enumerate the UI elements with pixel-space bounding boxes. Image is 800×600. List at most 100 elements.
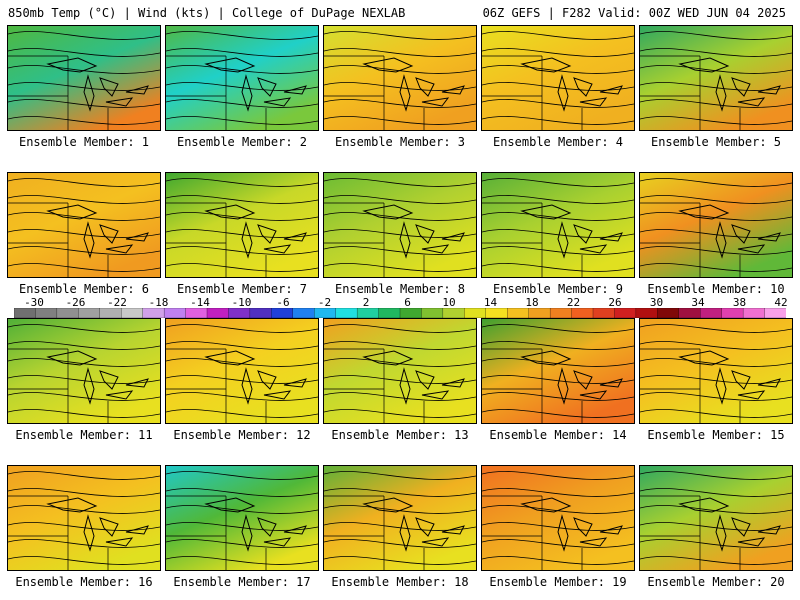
state-borders xyxy=(324,348,425,423)
wind-contour xyxy=(324,341,476,350)
wind-contour xyxy=(640,178,792,187)
wind-contour xyxy=(640,471,792,480)
colorbar-tick-label: -22 xyxy=(107,296,127,309)
state-borders xyxy=(8,55,109,130)
ensemble-member-label: Ensemble Member: 5 xyxy=(650,135,782,149)
colorbar-bin xyxy=(314,308,337,318)
state-borders xyxy=(482,202,583,277)
wind-contour xyxy=(324,409,476,418)
wind-contour xyxy=(482,178,634,187)
colorbar-bin xyxy=(742,308,766,318)
wind-contour xyxy=(640,539,792,548)
colorbar-bin xyxy=(185,308,208,318)
ensemble-member-map xyxy=(7,172,161,278)
wind-contour xyxy=(166,358,318,367)
state-borders xyxy=(482,55,583,130)
wind-contour xyxy=(324,65,476,74)
wind-contour xyxy=(8,471,160,480)
temperature-field xyxy=(482,26,634,130)
wind-contour xyxy=(8,556,160,565)
ensemble-member-label: Ensemble Member: 17 xyxy=(173,575,311,589)
wind-contour xyxy=(166,471,318,480)
wind-contour xyxy=(640,99,792,108)
ensemble-member-map xyxy=(639,318,793,424)
wind-contour xyxy=(324,505,476,514)
wind-contour xyxy=(324,178,476,187)
wind-contour xyxy=(324,99,476,108)
ensemble-member-label: Ensemble Member: 20 xyxy=(647,575,785,589)
wind-contour xyxy=(166,341,318,350)
wind-contour xyxy=(640,116,792,125)
great-lakes-outline xyxy=(520,57,623,112)
wind-contour xyxy=(640,212,792,221)
wind-contour xyxy=(482,392,634,401)
ensemble-member-label: Ensemble Member: 6 xyxy=(18,282,150,296)
state-borders xyxy=(8,495,109,570)
state-borders xyxy=(166,202,267,277)
colorbar-tick-label: 2 xyxy=(362,296,370,309)
temperature-field xyxy=(324,26,476,130)
wind-contour xyxy=(166,539,318,548)
wind-contour xyxy=(482,48,634,57)
temperature-field xyxy=(640,319,792,423)
colorbar-bin xyxy=(442,308,465,318)
great-lakes-outline xyxy=(204,204,307,259)
wind-contour xyxy=(640,488,792,497)
ensemble-member-map xyxy=(323,25,477,131)
ensemble-member-map xyxy=(323,465,477,571)
wind-contour xyxy=(482,324,634,333)
wind-contour xyxy=(324,375,476,384)
wind-contour xyxy=(324,471,476,480)
wind-contour xyxy=(482,212,634,221)
ensemble-member-label: Ensemble Member: 4 xyxy=(492,135,624,149)
wind-contour xyxy=(8,178,160,187)
valid-time: 06Z GEFS | F282 Valid: 00Z WED JUN 04 20… xyxy=(482,6,786,20)
wind-contour xyxy=(166,324,318,333)
wind-contour xyxy=(8,358,160,367)
temperature-field xyxy=(324,173,476,277)
wind-contour xyxy=(8,375,160,384)
wind-contour xyxy=(8,48,160,57)
wind-contour xyxy=(640,358,792,367)
wind-contour xyxy=(166,65,318,74)
temperature-field xyxy=(8,173,160,277)
great-lakes-outline xyxy=(678,57,781,112)
colorbar-bin xyxy=(228,308,251,318)
colorbar-tick-label: 22 xyxy=(566,296,581,309)
wind-contour xyxy=(640,263,792,272)
ensemble-member-map xyxy=(165,318,319,424)
wind-contour xyxy=(324,82,476,91)
ensemble-member-map xyxy=(481,318,635,424)
temperature-field xyxy=(482,173,634,277)
ensemble-member-map xyxy=(639,465,793,571)
great-lakes-outline xyxy=(362,57,465,112)
wind-contour xyxy=(166,556,318,565)
ensemble-member-map xyxy=(165,25,319,131)
state-borders xyxy=(324,495,425,570)
great-lakes-outline xyxy=(678,497,781,552)
temperature-field xyxy=(640,26,792,130)
ensemble-member-label: Ensemble Member: 19 xyxy=(489,575,627,589)
wind-contour xyxy=(324,556,476,565)
temperature-field xyxy=(166,466,318,570)
ensemble-member-label: Ensemble Member: 2 xyxy=(176,135,308,149)
ensemble-member-map xyxy=(481,172,635,278)
wind-contour xyxy=(324,358,476,367)
colorbar-tick-label: 26 xyxy=(608,296,622,309)
wind-contour xyxy=(640,246,792,255)
wind-contour xyxy=(640,31,792,40)
wind-contour xyxy=(482,409,634,418)
wind-contour xyxy=(8,246,160,255)
wind-contour xyxy=(640,409,792,418)
wind-contour xyxy=(8,212,160,221)
temperature-field xyxy=(482,466,634,570)
temperature-field xyxy=(324,466,476,570)
wind-contour xyxy=(8,195,160,204)
wind-contour xyxy=(324,246,476,255)
wind-contour xyxy=(482,229,634,238)
wind-contour xyxy=(482,505,634,514)
wind-contour xyxy=(640,375,792,384)
ensemble-member-label: Ensemble Member: 13 xyxy=(331,428,469,442)
wind-contour xyxy=(324,522,476,531)
wind-contour xyxy=(482,375,634,384)
